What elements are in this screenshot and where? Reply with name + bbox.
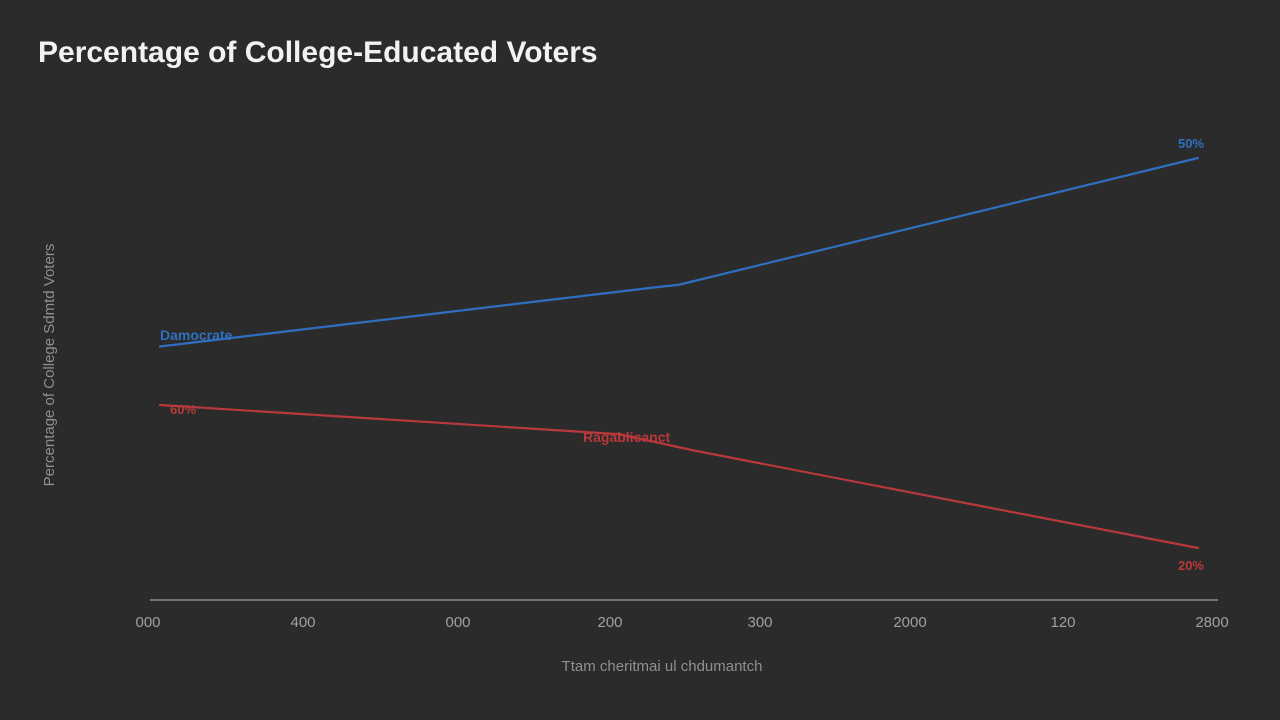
series-name-label: Ragablicanct	[583, 429, 670, 445]
chart-title: Percentage of College-Educated Voters	[38, 36, 598, 69]
series-damocrate: Damocrate 50%	[158, 136, 1204, 348]
x-tick-label: 000	[135, 614, 160, 631]
series-name-label: Damocrate	[160, 327, 233, 343]
x-axis-ticks: 000 400 000 200 300 2000 120 2800	[135, 614, 1228, 631]
x-tick-label: 2800	[1195, 614, 1228, 631]
data-label: 60%	[170, 402, 196, 417]
data-label: 50%	[1178, 136, 1204, 151]
x-tick-label: 300	[747, 614, 772, 631]
x-tick-label: 400	[290, 614, 315, 631]
series-group: Damocrate 50% Ragablicanct 60% 20%	[158, 136, 1204, 573]
x-tick-label: 2000	[893, 614, 926, 631]
x-tick-label: 200	[597, 614, 622, 631]
x-axis-label: Ttam cheritmai ul chdumantch	[562, 658, 763, 675]
x-tick-label: 120	[1050, 614, 1075, 631]
series-ragablicanct: Ragablicanct 60% 20%	[158, 402, 1204, 573]
series-line	[158, 403, 1200, 550]
series-line	[158, 156, 1200, 348]
x-tick-label: 000	[445, 614, 470, 631]
data-label: 20%	[1178, 558, 1204, 573]
y-axis-label: Percentage of College Sdmtd Voters	[41, 244, 58, 487]
